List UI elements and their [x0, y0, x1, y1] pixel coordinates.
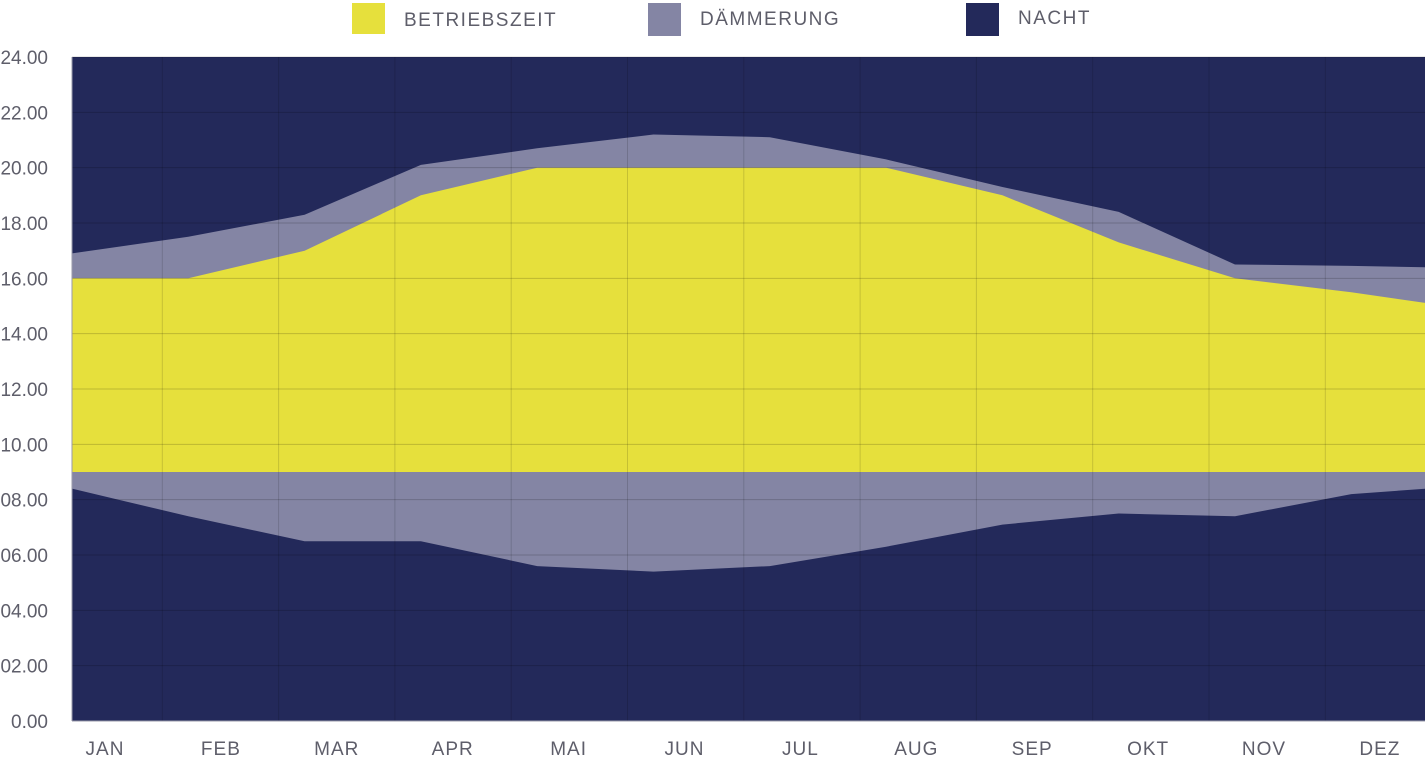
- legend-swatch-nacht: [966, 3, 999, 36]
- x-tick-label: SEP: [1012, 739, 1053, 760]
- legend-swatch-betriebszeit: [352, 3, 385, 34]
- y-tick-label: 0.00: [11, 712, 48, 733]
- x-tick-label: JAN: [86, 739, 125, 760]
- x-tick-label: JUN: [665, 739, 705, 760]
- legend-label-betriebszeit: BETRIEBSZEIT: [404, 10, 557, 31]
- y-tick-label: 06.00: [0, 546, 48, 567]
- y-tick-label: 16.00: [0, 269, 48, 290]
- y-tick-label: 08.00: [0, 491, 48, 512]
- x-tick-label: AUG: [894, 739, 938, 760]
- y-tick-label: 12.00: [0, 380, 48, 401]
- x-tick-label: NOV: [1242, 739, 1286, 760]
- y-tick-label: 14.00: [0, 325, 48, 346]
- x-tick-label: MAI: [550, 739, 587, 760]
- legend-label-nacht: NACHT: [1018, 8, 1091, 29]
- x-tick-label: MAR: [314, 739, 359, 760]
- y-tick-label: 02.00: [0, 657, 48, 678]
- betriebszeit-area: [72, 167, 1425, 472]
- y-tick-label: 22.00: [0, 103, 48, 124]
- grid-lines: [72, 56, 1425, 721]
- legend-label-daemmerung: DÄMMERUNG: [700, 9, 840, 30]
- legend-swatch-daemmerung: [648, 3, 681, 36]
- x-tick-label: FEB: [201, 739, 241, 760]
- plot-area: [72, 56, 1425, 721]
- x-tick-label: OKT: [1127, 739, 1169, 760]
- y-tick-label: 18.00: [0, 214, 48, 235]
- y-tick-label: 20.00: [0, 159, 48, 180]
- x-tick-label: DEZ: [1359, 739, 1400, 760]
- x-tick-label: JUL: [782, 739, 819, 760]
- x-axis-ticks: JAN FEB MAR APR MAI JUN JUL AUG SEP OKT NOV DEZ: [86, 739, 1400, 760]
- y-tick-label: 10.00: [0, 435, 48, 456]
- y-tick-label: 04.00: [0, 601, 48, 622]
- y-axis-ticks: 0.00 02.00 04.00 06.00 08.00 10.00 12.00 14.00 1…: [0, 48, 48, 733]
- legend: BETRIEBSZEIT DÄMMERUNG NACHT: [352, 3, 1091, 36]
- x-tick-label: APR: [432, 739, 474, 760]
- y-tick-label: 24.00: [0, 48, 48, 69]
